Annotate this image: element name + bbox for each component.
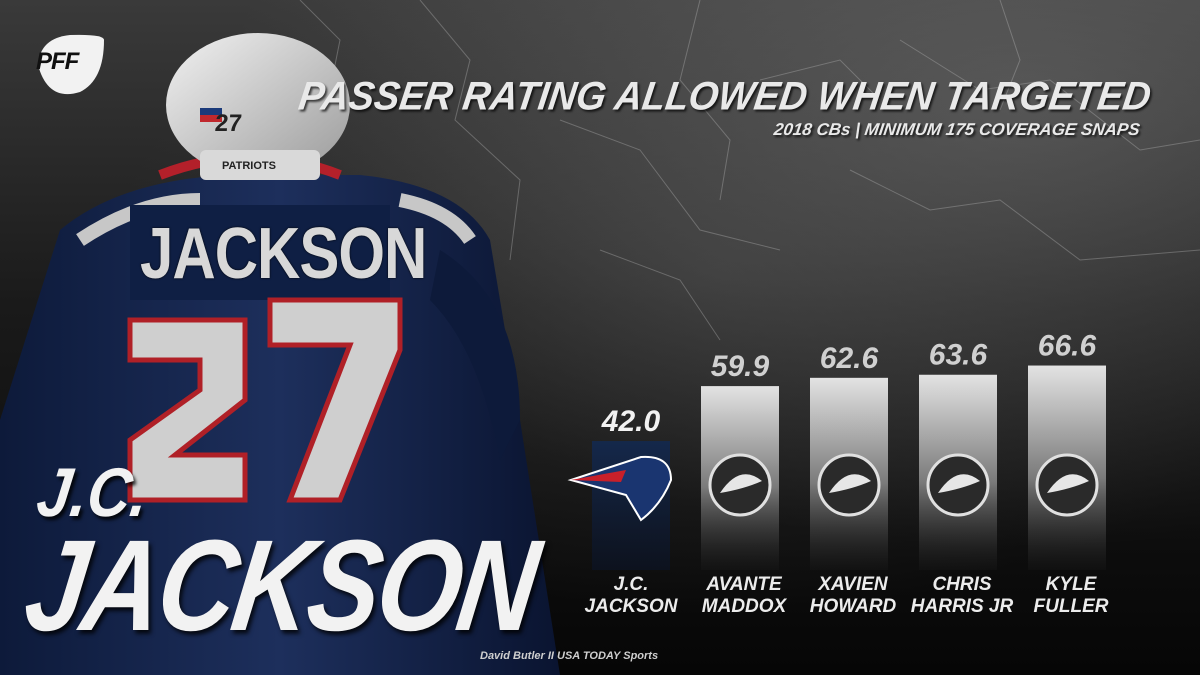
- patriots-head-shape: [567, 455, 673, 522]
- helmet: [166, 33, 350, 177]
- bar-value-label-3: 62.6: [820, 342, 879, 375]
- helmet-number: 27: [213, 110, 243, 137]
- dolphins-logo-icon: [817, 453, 881, 517]
- pff-logo: [38, 34, 104, 95]
- chart-subtitle: 2018 CBs | MINIMUM 175 COVERAGE SNAPS: [773, 120, 1142, 139]
- player-photo: [0, 33, 560, 675]
- bar-category-label-3-line-1: XAVIEN: [817, 574, 889, 595]
- bar-value-label-2: 59.9: [711, 350, 770, 383]
- bar-category-label-1-line-1: J.C.: [614, 574, 649, 595]
- broncos-logo-icon: [926, 453, 990, 517]
- bar-value-label-4: 63.6: [929, 339, 988, 372]
- pff-logo-text: PFF: [36, 48, 79, 75]
- team-badge-mark: [1047, 474, 1089, 493]
- bar-category-label-4-line-2: HARRIS JR: [911, 596, 1014, 617]
- patriots-logo-icon: [567, 455, 673, 522]
- player-last-name: JACKSON: [17, 512, 545, 658]
- bar-category-label-4-line-1: CHRIS: [932, 574, 991, 595]
- team-badge-mark: [829, 474, 871, 493]
- team-badge-mark: [938, 474, 980, 493]
- bar-category-label-2-line-1: AVANTE: [705, 574, 783, 595]
- chart-title: PASSER RATING ALLOWED WHEN TARGETED: [295, 74, 1154, 120]
- photo-credit: David Butler II USA TODAY Sports: [480, 650, 659, 662]
- bar-category-label-5-line-2: FULLER: [1034, 596, 1109, 617]
- eagles-logo-icon: [708, 453, 772, 517]
- team-badge-mark: [720, 474, 762, 493]
- bar-category-label-2-line-2: MADDOX: [702, 596, 788, 617]
- football-shape-icon: [38, 34, 104, 95]
- helmet-patch-text: PATRIOTS: [222, 160, 276, 172]
- bar-value-label-5: 66.6: [1038, 330, 1097, 363]
- bar-category-label-5-line-1: KYLE: [1046, 574, 1098, 595]
- bar-category-label-3-line-2: HOWARD: [810, 596, 897, 617]
- bar-value-label-1: 42.0: [601, 405, 661, 438]
- patriots-stripe: [571, 470, 626, 482]
- jersey-name: JACKSON: [140, 213, 427, 294]
- bears-logo-icon: [1035, 453, 1099, 517]
- bar-category-label-1-line-2: JACKSON: [585, 596, 679, 617]
